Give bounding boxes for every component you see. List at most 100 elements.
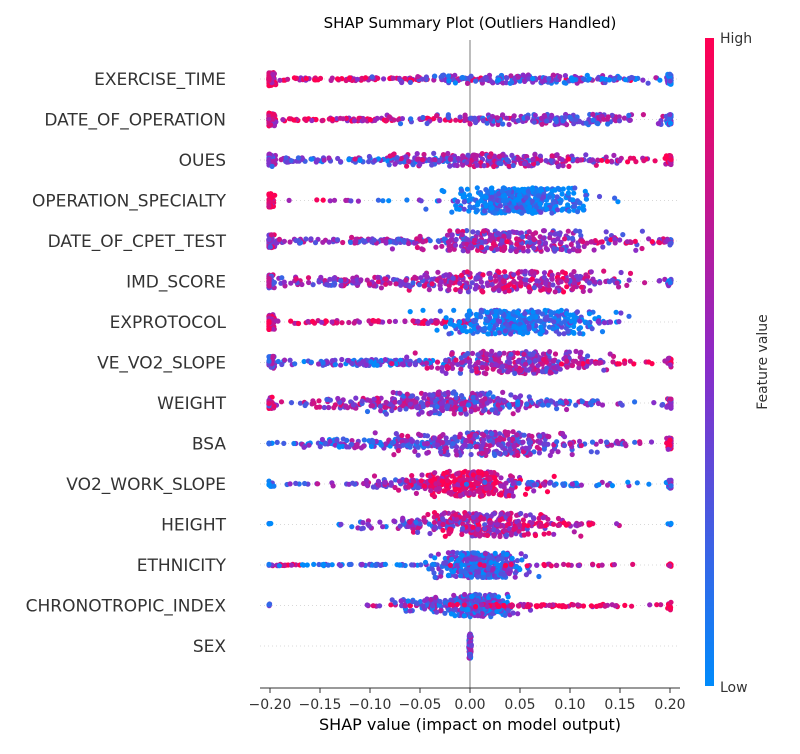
shap-point — [417, 358, 422, 363]
shap-point — [443, 324, 448, 329]
shap-point — [512, 371, 517, 376]
shap-point — [457, 207, 462, 212]
shap-point — [668, 241, 673, 246]
shap-point — [509, 80, 514, 85]
shap-point — [531, 246, 536, 251]
shap-point — [417, 162, 422, 167]
shap-point — [626, 314, 631, 319]
shap-point — [292, 361, 297, 366]
shap-point — [479, 451, 484, 456]
shap-point — [550, 153, 555, 158]
shap-point — [454, 452, 459, 457]
shap-point — [506, 402, 511, 407]
shap-point — [487, 443, 492, 448]
shap-point — [281, 441, 286, 446]
shap-point — [404, 197, 409, 202]
shap-point — [358, 277, 363, 282]
shap-point — [546, 434, 551, 439]
shap-point — [639, 246, 644, 251]
shap-point — [619, 270, 624, 275]
shap-point — [489, 349, 494, 354]
shap-point — [510, 436, 515, 441]
shap-point — [453, 243, 458, 248]
shap-point — [370, 74, 375, 79]
shap-point — [506, 283, 511, 288]
shap-point — [500, 189, 505, 194]
shap-point — [615, 440, 620, 445]
shap-point — [484, 471, 489, 476]
shap-point — [491, 394, 496, 399]
shap-point — [612, 196, 617, 201]
shap-point — [637, 441, 642, 446]
shap-point — [349, 361, 354, 366]
shap-point — [564, 278, 569, 283]
shap-point — [542, 275, 547, 280]
shap-point — [553, 289, 558, 294]
shap-point — [566, 190, 571, 195]
shap-point — [646, 359, 651, 364]
shap-point — [552, 474, 557, 479]
shap-point — [581, 207, 586, 212]
shap-point — [504, 239, 509, 244]
shap-point — [597, 194, 602, 199]
shap-point — [484, 356, 489, 361]
shap-point — [296, 238, 301, 243]
shap-point — [466, 402, 471, 407]
shap-point — [472, 238, 477, 243]
shap-point — [408, 116, 413, 121]
shap-point — [370, 403, 375, 408]
shap-point — [436, 239, 441, 244]
shap-point — [595, 450, 600, 455]
shap-point — [559, 247, 564, 252]
shap-point — [628, 156, 633, 161]
shap-point — [351, 402, 356, 407]
shap-point — [451, 407, 456, 412]
shap-point — [507, 288, 512, 293]
shap-point — [445, 403, 450, 408]
shap-point — [541, 236, 546, 241]
shap-point — [415, 319, 420, 324]
shap-point — [502, 351, 507, 356]
shap-point — [322, 405, 327, 410]
shap-point — [420, 410, 425, 415]
shap-point — [633, 159, 638, 164]
shap-point — [326, 155, 331, 160]
shap-point — [387, 162, 392, 167]
shap-point — [517, 275, 522, 280]
shap-point — [607, 77, 612, 82]
shap-point — [530, 199, 535, 204]
shap-point — [388, 281, 393, 286]
feature-points-oues — [266, 151, 673, 170]
shap-point — [523, 446, 528, 451]
shap-point — [450, 390, 455, 395]
shap-point — [500, 121, 505, 126]
shap-point — [318, 444, 323, 449]
shap-point — [279, 399, 284, 404]
shap-point — [590, 326, 595, 331]
shap-point — [462, 207, 467, 212]
shap-point — [666, 440, 671, 445]
shap-point — [633, 248, 638, 253]
shap-point — [349, 235, 354, 240]
shap-point — [420, 308, 425, 313]
shap-point — [330, 358, 335, 363]
shap-point — [559, 279, 564, 284]
shap-point — [522, 311, 527, 316]
feature-points-vo2-work-slope — [266, 469, 673, 499]
shap-point — [379, 285, 384, 290]
shap-point — [474, 366, 479, 371]
shap-point — [424, 361, 429, 366]
shap-point — [422, 484, 427, 489]
shap-point — [311, 282, 316, 287]
shap-point — [527, 394, 532, 399]
shap-point — [405, 392, 410, 397]
shap-point — [269, 195, 274, 200]
shap-point — [506, 190, 511, 195]
shap-point — [559, 361, 564, 366]
shap-point — [413, 399, 418, 404]
shap-point — [475, 352, 480, 357]
shap-point — [461, 248, 466, 253]
shap-point — [530, 309, 535, 314]
feature-points-imd-score — [266, 269, 673, 295]
shap-point — [501, 248, 506, 253]
